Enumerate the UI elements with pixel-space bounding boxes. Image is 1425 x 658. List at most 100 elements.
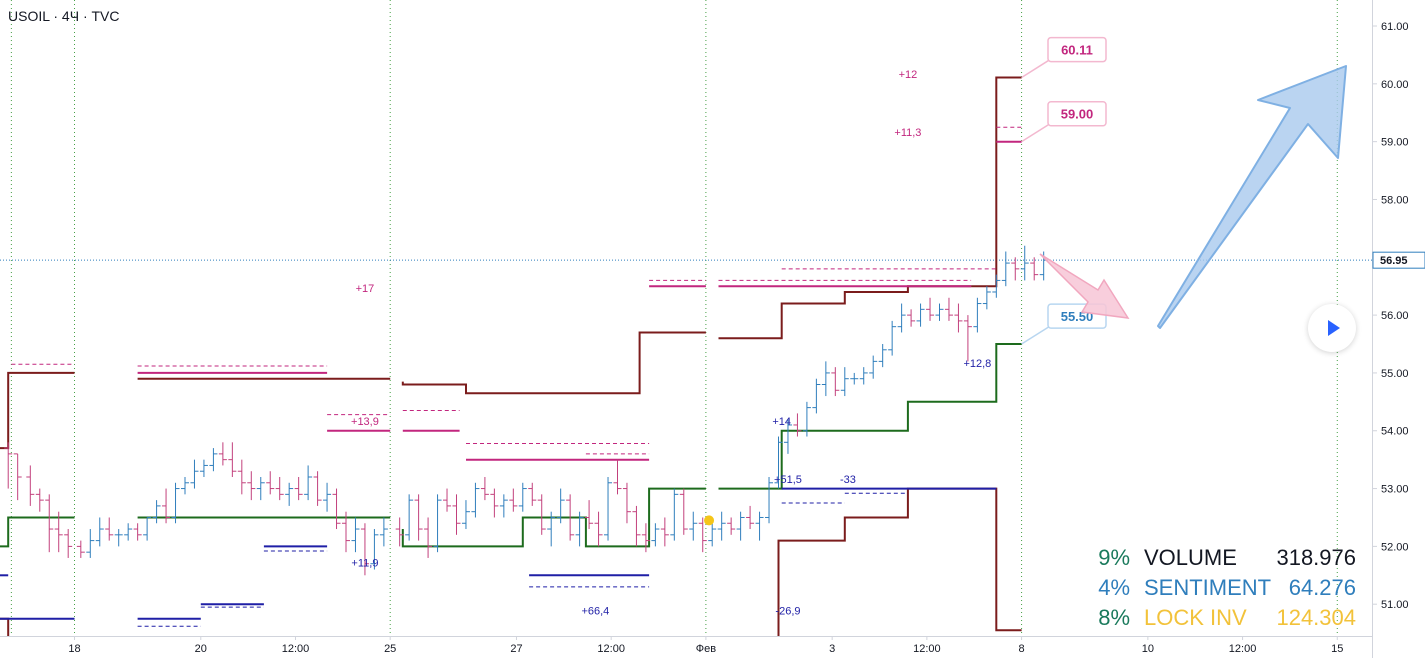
ohlc-bar — [237, 459, 246, 495]
ohlc-bar — [105, 517, 114, 541]
ohlc-bar — [433, 494, 442, 553]
ohlc-bar — [840, 367, 849, 397]
ohlc-bar — [490, 488, 499, 518]
ohlc-bar — [285, 482, 294, 506]
upper-band-line — [971, 76, 1022, 288]
annotation-label: +17 — [356, 283, 375, 295]
ohlc-bar — [133, 523, 142, 541]
price-tick-label: 54.00 — [1381, 426, 1409, 438]
ohlc-bar — [480, 477, 489, 501]
price-tick-label: 60.00 — [1381, 79, 1409, 91]
ohlc-bar — [13, 453, 22, 501]
ohlc-bar — [152, 500, 161, 524]
annotation-label: +11,9 — [351, 558, 378, 570]
ohlc-bar — [897, 303, 906, 333]
ohlc-bar — [266, 471, 275, 495]
ohlc-bar — [746, 505, 755, 530]
ohlc-bar — [698, 517, 707, 553]
price-tick-label: 61.00 — [1381, 21, 1409, 33]
ohlc-bar — [218, 442, 227, 466]
ohlc-bar — [471, 482, 480, 518]
price-tick-label: 53.00 — [1381, 484, 1409, 496]
ohlc-bar — [594, 511, 603, 547]
time-tick-label: 18 — [68, 643, 80, 655]
forecast-up-arrow — [1157, 65, 1347, 329]
ohlc-bar — [537, 494, 546, 535]
ohlc-bar — [613, 459, 622, 495]
stats-sentiment-label: SENTIMENT — [1144, 575, 1272, 600]
ohlc-bar — [632, 505, 641, 547]
stats-lock-inv-pct: 8% — [1098, 605, 1130, 630]
ohlc-bar — [935, 303, 944, 321]
ohlc-bar — [370, 529, 379, 570]
ohlc-bar — [180, 477, 189, 495]
play-button[interactable] — [1308, 304, 1356, 352]
ohlc-bar — [76, 540, 85, 558]
ohlc-bar — [247, 471, 256, 501]
ohlc-bar — [171, 482, 180, 524]
ohlc-bar — [414, 494, 423, 541]
ohlc-bar — [736, 511, 745, 541]
time-tick-label: 15 — [1331, 643, 1343, 655]
ohlc-bar — [509, 488, 518, 512]
level-callout-box — [1047, 100, 1107, 127]
annotation-label: +66,4 — [581, 606, 609, 618]
ohlc-bar — [461, 500, 470, 530]
ohlc-bar — [424, 517, 433, 558]
ohlc-bar — [926, 297, 935, 321]
lower-band-line — [0, 617, 10, 636]
ohlc-bar — [452, 494, 461, 535]
forecast-down-arrow — [1039, 253, 1130, 319]
time-tick-label: 20 — [195, 643, 207, 655]
ohlc-bar — [831, 367, 840, 397]
stats-row-sentiment: 4% SENTIMENT 64.276 — [1062, 573, 1356, 603]
annotation-label: +11,3 — [894, 127, 921, 139]
ohlc-bar — [499, 494, 508, 518]
ohlc-bar — [641, 523, 650, 553]
upper-band-line — [718, 285, 972, 340]
annotation-label: +14 — [772, 416, 791, 428]
price-tick-label: 59.00 — [1381, 137, 1409, 149]
ohlc-bar — [114, 529, 123, 547]
ohlc-bar — [209, 448, 218, 472]
ohlc-bar — [859, 367, 868, 385]
ohlc-bar — [379, 517, 388, 547]
ohlc-bar — [774, 436, 783, 489]
ohlc-bar — [199, 459, 208, 477]
ohlc-bar — [944, 297, 953, 321]
ohlc-bar — [547, 511, 556, 547]
symbol-title: USOIL · 4Ч · TVC — [8, 8, 120, 24]
ohlc-bar — [660, 517, 669, 547]
time-tick-label: 3 — [829, 643, 835, 655]
time-tick-label: 10 — [1142, 643, 1154, 655]
ohlc-bar — [341, 511, 350, 553]
ohlc-bar — [973, 297, 982, 333]
ohlc-bar — [604, 477, 613, 541]
time-tick-label: 27 — [510, 643, 522, 655]
ohlc-bar — [86, 529, 95, 558]
ohlc-bar — [351, 517, 360, 553]
ohlc-bar — [850, 372, 859, 385]
ohlc-bar — [869, 355, 878, 379]
level-callout-leader — [1021, 325, 1051, 345]
ohlc-bar — [689, 511, 698, 541]
stats-lock-inv-value: 124.304 — [1276, 605, 1356, 630]
ohlc-bar — [528, 482, 537, 506]
ohlc-bar — [793, 413, 802, 437]
ohlc-bar — [1001, 251, 1010, 287]
ohlc-bar — [228, 442, 237, 477]
stats-volume-value: 318.976 — [1276, 545, 1356, 570]
ohlc-bar — [566, 494, 575, 541]
ohlc-bar — [783, 419, 792, 454]
ohlc-bar — [812, 378, 821, 414]
ohlc-bar — [275, 477, 284, 501]
ohlc-bar — [708, 523, 717, 547]
ohlc-bar — [954, 303, 963, 333]
ohlc-bar — [45, 494, 54, 553]
ohlc-bar — [95, 517, 104, 547]
annotation-label: -26,9 — [775, 606, 800, 618]
mid-band-line — [0, 516, 75, 548]
stats-row-lock-inv: 8% LOCK INV 124.304 — [1062, 603, 1356, 633]
ohlc-bar — [717, 511, 726, 541]
